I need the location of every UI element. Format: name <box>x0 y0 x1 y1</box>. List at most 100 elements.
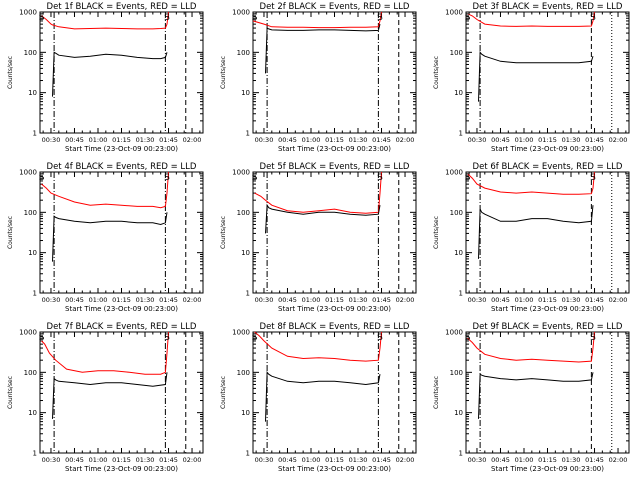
saa-marker-label: S <box>39 13 45 23</box>
x-tick-label: 01:00 <box>89 296 108 304</box>
x-tick-label: 00:30 <box>468 136 487 144</box>
x-axis-label: Start Time (23-Oct-09 00:23:00) <box>65 465 178 473</box>
x-tick-label: 01:30 <box>349 456 368 464</box>
x-axis-label: Start Time (23-Oct-09 00:23:00) <box>65 145 178 153</box>
y-tick-label: 100 <box>450 209 463 217</box>
x-tick-label: 00:45 <box>278 296 297 304</box>
x-tick-label: 01:45 <box>372 456 391 464</box>
x-tick-label: 00:30 <box>42 136 61 144</box>
chart-title: Det 4f BLACK = Events, RED = LLD <box>47 162 197 172</box>
x-tick-label: 01:45 <box>372 296 391 304</box>
y-axis-label: Counts/sec <box>433 216 440 249</box>
x-axis-label: Start Time (23-Oct-09 00:23:00) <box>491 305 604 313</box>
lld-series-line <box>467 331 595 363</box>
x-tick-label: 01:15 <box>325 456 344 464</box>
x-tick-label: 02:00 <box>183 456 202 464</box>
x-tick-label: 01:45 <box>159 296 178 304</box>
y-axis-label: Counts/sec <box>7 216 14 249</box>
x-tick-label: 01:30 <box>349 136 368 144</box>
y-tick-label: 1 <box>246 290 250 298</box>
x-tick-label: 00:30 <box>42 456 61 464</box>
x-tick-label: 00:30 <box>468 456 487 464</box>
plot-frame <box>39 11 204 134</box>
y-axis-label: Counts/sec <box>7 56 14 89</box>
x-tick-label: 01:30 <box>136 456 155 464</box>
chart-panel: Det 4f BLACK = Events, RED = LLD Counts/s… <box>7 162 204 313</box>
x-tick-label: 01:15 <box>538 136 557 144</box>
chart-title: Det 2f BLACK = Events, RED = LLD <box>260 2 410 12</box>
x-tick-label: 01:15 <box>325 296 344 304</box>
x-tick-label: 01:45 <box>159 456 178 464</box>
saa-marker-label: S <box>252 13 258 23</box>
x-tick-label: 00:30 <box>42 296 61 304</box>
x-tick-label: 00:45 <box>491 296 510 304</box>
x-tick-label: 01:00 <box>515 136 534 144</box>
x-tick-label: 01:30 <box>136 136 155 144</box>
x-tick-label: 01:00 <box>515 456 534 464</box>
x-tick-label: 01:30 <box>349 296 368 304</box>
x-axis-label: Start Time (23-Oct-09 00:23:00) <box>278 145 391 153</box>
x-tick-label: 00:30 <box>255 296 274 304</box>
y-tick-label: 1000 <box>232 9 250 17</box>
x-tick-label: 01:15 <box>112 456 131 464</box>
chart-panel: Det 8f BLACK = Events, RED = LLD Counts/s… <box>220 322 417 473</box>
x-tick-label: 01:30 <box>136 296 155 304</box>
plot-frame <box>465 11 630 134</box>
x-tick-label: 00:45 <box>65 136 84 144</box>
plot-frame <box>465 331 630 454</box>
y-tick-label: 1 <box>459 450 463 458</box>
y-axis-label: Counts/sec <box>220 56 227 89</box>
y-tick-label: 10 <box>241 89 250 97</box>
y-tick-label: 1000 <box>232 169 250 177</box>
y-tick-label: 10 <box>454 409 463 417</box>
saa-marker-label: S <box>590 173 596 183</box>
events-series-line <box>265 370 381 422</box>
saa-marker-label: S <box>590 13 596 23</box>
lld-series-line <box>41 171 169 209</box>
x-tick-label: 01:45 <box>585 296 604 304</box>
y-tick-label: 100 <box>450 369 463 377</box>
x-tick-label: 00:45 <box>65 456 84 464</box>
plot-frame <box>252 331 417 454</box>
chart-panel: Det 7f BLACK = Events, RED = LLD Counts/s… <box>7 322 204 473</box>
saa-marker-label: S <box>39 333 45 343</box>
chart-title: Det 8f BLACK = Events, RED = LLD <box>260 322 410 332</box>
y-tick-label: 1 <box>459 130 463 138</box>
x-tick-label: 01:00 <box>515 296 534 304</box>
x-axis-label: Start Time (23-Oct-09 00:23:00) <box>491 465 604 473</box>
y-tick-label: 1000 <box>445 9 463 17</box>
y-tick-label: 10 <box>454 89 463 97</box>
x-tick-label: 01:15 <box>538 296 557 304</box>
x-tick-label: 00:30 <box>255 456 274 464</box>
x-tick-label: 01:15 <box>325 136 344 144</box>
x-axis-label: Start Time (23-Oct-09 00:23:00) <box>491 145 604 153</box>
chart-panel: Det 6f BLACK = Events, RED = LLD Counts/s… <box>433 162 630 313</box>
events-series-line <box>52 372 168 419</box>
lld-series-line <box>254 171 382 214</box>
y-tick-label: 1 <box>246 130 250 138</box>
x-tick-label: 00:30 <box>468 296 487 304</box>
y-tick-label: 10 <box>241 409 250 417</box>
lld-series-line <box>467 171 595 195</box>
y-tick-label: 100 <box>237 209 250 217</box>
y-tick-label: 1 <box>33 130 37 138</box>
y-tick-label: 100 <box>24 369 37 377</box>
x-tick-label: 02:00 <box>609 296 628 304</box>
y-axis-label: Counts/sec <box>220 376 227 409</box>
saa-marker-label: S <box>377 13 383 23</box>
x-tick-label: 01:45 <box>372 136 391 144</box>
x-tick-label: 01:45 <box>159 136 178 144</box>
lld-series-line <box>467 11 595 27</box>
x-tick-label: 00:30 <box>255 136 274 144</box>
events-series-line <box>478 372 594 419</box>
x-tick-label: 01:15 <box>538 456 557 464</box>
saa-marker-label: S <box>252 173 258 183</box>
y-tick-label: 1000 <box>19 9 37 17</box>
saa-marker-label: S <box>377 173 383 183</box>
x-axis-label: Start Time (23-Oct-09 00:23:00) <box>65 305 178 313</box>
x-tick-label: 01:00 <box>89 136 108 144</box>
x-tick-label: 01:45 <box>585 136 604 144</box>
saa-marker-label: S <box>465 173 471 183</box>
x-tick-label: 01:30 <box>562 136 581 144</box>
